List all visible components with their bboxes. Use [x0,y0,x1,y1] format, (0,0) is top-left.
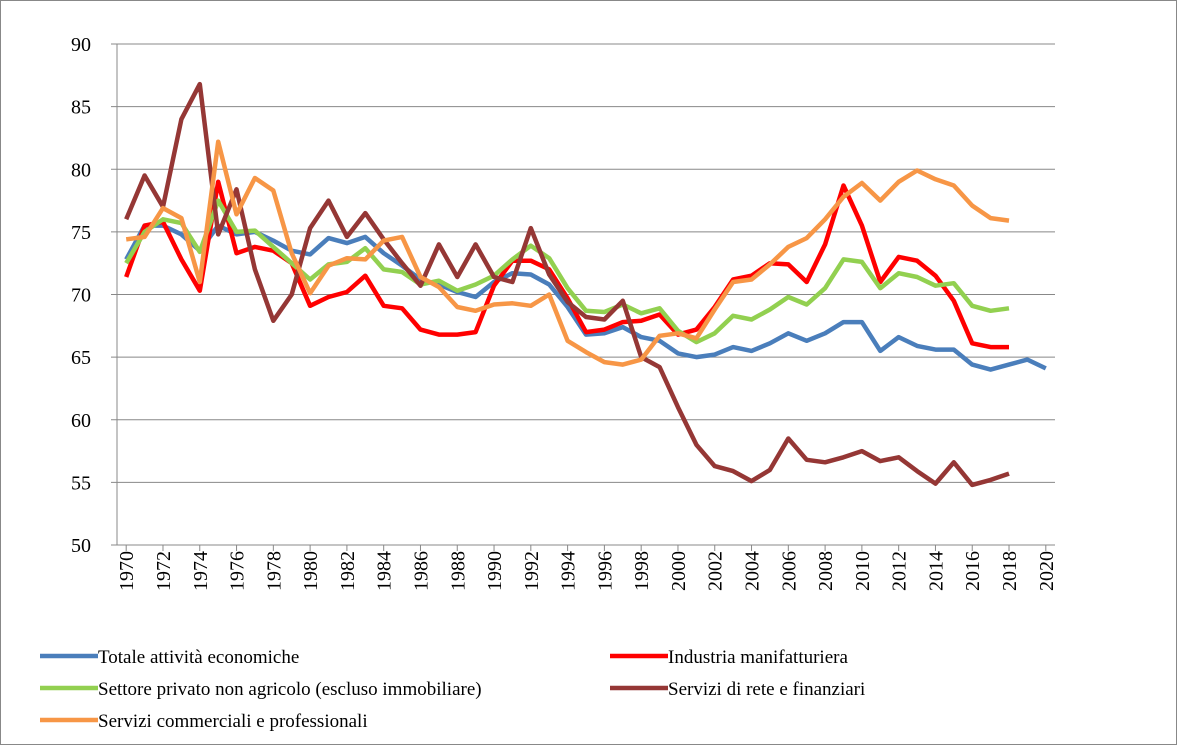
x-tick-label: 2020 [1036,551,1058,591]
x-tick-label: 2018 [999,551,1021,591]
x-tick-label: 1994 [558,551,580,591]
y-tick-label: 85 [71,97,91,119]
y-tick-label: 80 [71,159,91,181]
y-tick-label: 55 [71,472,91,494]
x-tick-label: 1982 [337,551,359,591]
legend-label: Settore privato non agricolo (escluso im… [98,679,482,700]
series-line [124,81,1010,488]
x-tick-label: 1972 [153,551,175,591]
x-tick-label: 2008 [815,551,837,591]
x-tick-label: 1992 [521,551,543,591]
x-tick-label: 2002 [705,551,727,591]
series-line [125,139,1010,367]
x-tick-label: 1984 [374,551,396,591]
x-tick-label: 1998 [631,551,653,591]
x-tick-label: 2004 [742,551,764,591]
series-line [124,223,1047,372]
x-tick-label: 1970 [116,551,138,591]
x-tick-label: 1988 [447,551,469,591]
legend-label: Servizi commerciali e professionali [98,711,368,732]
x-tick-label: 1996 [594,551,616,591]
x-tick-label: 1974 [190,551,212,591]
y-tick-label: 90 [71,34,91,56]
y-tick-label: 70 [71,285,91,307]
legend-label: Servizi di rete e finanziari [668,679,865,700]
x-tick-label: 1990 [484,551,506,591]
x-tick-label: 1976 [227,551,249,591]
y-tick-label: 65 [71,347,91,369]
x-tick-label: 1978 [263,551,285,591]
x-tick-label: 2014 [925,551,947,591]
x-tick-label: 1980 [300,551,322,591]
legend-label: Industria manifatturiera [668,647,848,668]
y-tick-label: 60 [71,410,91,432]
x-tick-label: 2000 [668,551,690,591]
series-line [124,198,1010,345]
y-tick-label: 75 [71,222,91,244]
x-tick-label: 1986 [410,551,432,591]
x-tick-label: 2016 [962,551,984,591]
legend-label: Totale attività economiche [98,647,299,668]
y-tick-label: 50 [71,535,91,557]
x-tick-label: 2006 [778,551,800,591]
x-tick-label: 2012 [889,551,911,591]
x-tick-label: 2010 [852,551,874,591]
